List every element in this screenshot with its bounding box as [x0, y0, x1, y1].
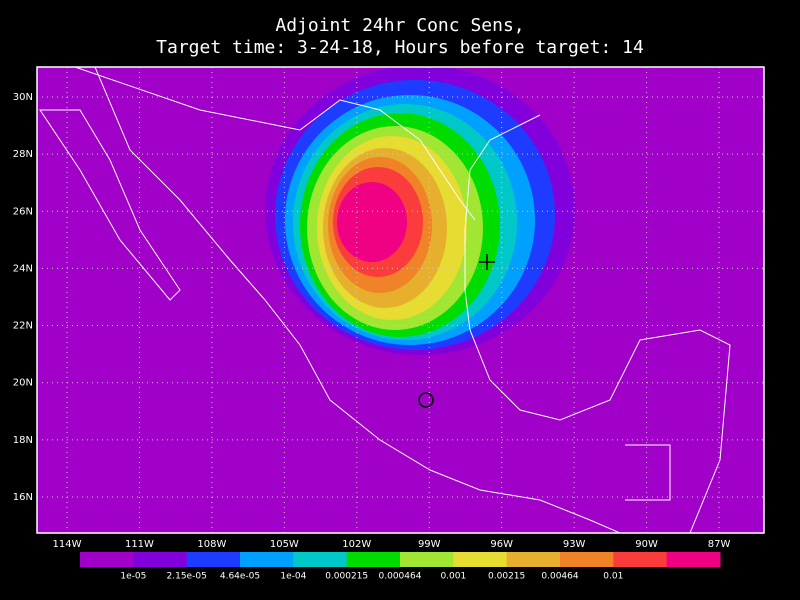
- colorbar-swatch: [346, 552, 401, 567]
- colorbar-swatch: [560, 552, 614, 567]
- title-line2: Target time: 3-24-18, Hours before targe…: [156, 37, 644, 58]
- target-cross: [479, 254, 495, 270]
- colorbar-swatch: [240, 552, 294, 567]
- lon-label: 96W: [490, 539, 513, 550]
- colorbar-swatch: [666, 552, 721, 567]
- colorbar-label: 1e-04: [280, 572, 306, 582]
- colorbar-label: 2.15e-05: [167, 572, 207, 582]
- lat-label: 26N: [13, 206, 33, 217]
- coastline: [39, 109, 181, 301]
- lat-label: 16N: [13, 492, 33, 503]
- lon-label: 93W: [563, 539, 586, 550]
- coastline: [464, 114, 731, 533]
- contour-fill: [337, 182, 407, 262]
- lat-label: 24N: [13, 263, 33, 274]
- colorbar-label: 4.64e-05: [220, 572, 260, 582]
- lon-label: 105W: [270, 539, 299, 550]
- lon-label: 90W: [635, 539, 658, 550]
- colorbar-swatch: [613, 552, 668, 567]
- source-circle: [418, 392, 434, 408]
- colorbar-swatch: [80, 552, 134, 567]
- lat-label: 30N: [13, 92, 33, 103]
- border: [625, 444, 671, 501]
- title-line1: Adjoint 24hr Conc Sens,: [275, 15, 524, 36]
- colorbar-label: 0.000464: [379, 572, 422, 582]
- lon-label: 87W: [708, 539, 731, 550]
- colorbar-label: 0.00464: [541, 572, 578, 582]
- lat-label: 28N: [13, 149, 33, 160]
- lon-label: 102W: [342, 539, 371, 550]
- colorbar-label: 0.000215: [325, 572, 368, 582]
- colorbar-swatch: [293, 552, 348, 567]
- colorbar-label: 0.00215: [488, 572, 525, 582]
- colorbar-swatch: [400, 552, 454, 567]
- colorbar-label: 1e-05: [120, 572, 146, 582]
- colorbar-label: 0.01: [603, 572, 623, 582]
- lon-label: 99W: [418, 539, 441, 550]
- lat-label: 18N: [13, 435, 33, 446]
- colorbar-swatch: [453, 552, 508, 567]
- overlay: 114W 111W 108W 105W 102W 99W 96W 93W 90W 87W 30N 28…: [13, 66, 765, 582]
- lat-label: 22N: [13, 321, 33, 332]
- colorbar-swatch: [186, 552, 241, 567]
- lon-label: 114W: [53, 539, 82, 550]
- colorbar-swatch: [506, 552, 561, 567]
- lon-label: 111W: [125, 539, 154, 550]
- colorbar-swatch: [133, 552, 188, 567]
- lat-label: 20N: [13, 378, 33, 389]
- border: [74, 67, 476, 221]
- colorbar-label: 0.001: [440, 572, 466, 582]
- coastline: [94, 67, 621, 533]
- plot-area: [37, 67, 764, 533]
- plot-frame: [36, 66, 765, 534]
- lon-label: 108W: [197, 539, 226, 550]
